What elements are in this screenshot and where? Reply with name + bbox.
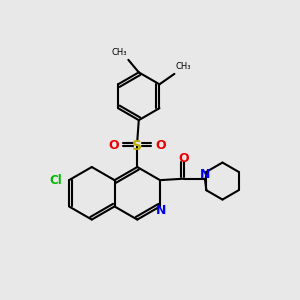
Text: N: N: [156, 203, 167, 217]
Text: O: O: [155, 139, 166, 152]
Text: Cl: Cl: [50, 174, 62, 187]
Text: N: N: [200, 168, 210, 181]
Text: O: O: [109, 139, 119, 152]
Text: O: O: [178, 152, 189, 165]
Text: CH₃: CH₃: [111, 48, 127, 57]
Text: S: S: [132, 139, 142, 152]
Text: CH₃: CH₃: [176, 62, 191, 71]
